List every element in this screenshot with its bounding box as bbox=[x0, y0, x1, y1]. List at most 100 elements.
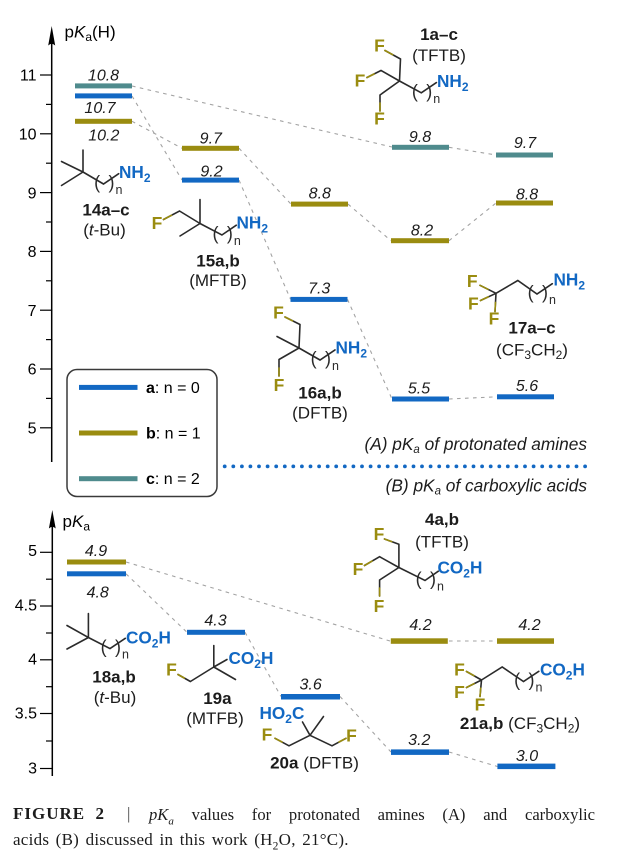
svg-text:4a,b: 4a,b bbox=[425, 510, 459, 529]
svg-text:15a,b: 15a,b bbox=[196, 252, 239, 271]
svg-text:9.8: 9.8 bbox=[409, 129, 431, 146]
svg-text:(MTFB): (MTFB) bbox=[186, 709, 244, 728]
svg-text:16a,b: 16a,b bbox=[298, 384, 341, 403]
svg-text:4.2: 4.2 bbox=[518, 617, 540, 634]
svg-text:9.7: 9.7 bbox=[514, 135, 537, 152]
svg-text:): ) bbox=[529, 670, 535, 690]
svg-text:NH2: NH2 bbox=[437, 71, 469, 94]
svg-text:CO2H: CO2H bbox=[229, 648, 274, 671]
svg-text:5: 5 bbox=[28, 421, 37, 438]
svg-text:n: n bbox=[332, 359, 339, 373]
svg-text:(: ( bbox=[528, 283, 534, 303]
svg-text:(CF3CH2): (CF3CH2) bbox=[496, 341, 568, 363]
svg-text:14a–c: 14a–c bbox=[82, 201, 129, 220]
svg-text:n: n bbox=[122, 648, 129, 662]
svg-text:(: ( bbox=[101, 637, 107, 657]
svg-text:3.2: 3.2 bbox=[408, 732, 430, 749]
svg-text:NH2: NH2 bbox=[237, 213, 269, 236]
svg-text:8.8: 8.8 bbox=[309, 185, 331, 202]
svg-text:8.8: 8.8 bbox=[516, 186, 538, 203]
svg-text:10.8: 10.8 bbox=[88, 68, 119, 85]
svg-text:4.9: 4.9 bbox=[85, 543, 107, 560]
svg-text:NH2: NH2 bbox=[336, 338, 368, 361]
svg-text:4: 4 bbox=[28, 651, 37, 668]
svg-text:F: F bbox=[454, 682, 465, 702]
svg-text:n: n bbox=[234, 234, 241, 248]
svg-text:(MFTB): (MFTB) bbox=[189, 271, 247, 290]
svg-text:): ) bbox=[430, 569, 436, 589]
svg-text:(: ( bbox=[412, 81, 418, 101]
svg-text:10.7: 10.7 bbox=[84, 100, 116, 117]
svg-text:(: ( bbox=[416, 569, 422, 589]
svg-text:n: n bbox=[549, 293, 556, 307]
svg-text:(t-Bu): (t-Bu) bbox=[94, 688, 137, 707]
svg-text:9.7: 9.7 bbox=[200, 130, 223, 147]
svg-text:F: F bbox=[273, 303, 284, 323]
svg-text:n: n bbox=[433, 92, 440, 106]
svg-text:20a (DFTB): 20a (DFTB) bbox=[270, 754, 359, 773]
svg-text:): ) bbox=[115, 637, 121, 657]
svg-text:pKa(H): pKa(H) bbox=[65, 23, 116, 45]
svg-text:(TFTB): (TFTB) bbox=[412, 46, 466, 65]
svg-text:5.5: 5.5 bbox=[408, 380, 430, 397]
svg-text:n: n bbox=[116, 183, 123, 197]
svg-text:n: n bbox=[437, 580, 444, 594]
svg-text:F: F bbox=[262, 725, 273, 745]
svg-text:7.3: 7.3 bbox=[308, 280, 330, 297]
svg-text:21a,b (CF3CH2): 21a,b (CF3CH2) bbox=[460, 714, 580, 736]
svg-text:F: F bbox=[374, 524, 385, 544]
svg-text:(TFTB): (TFTB) bbox=[415, 533, 469, 552]
svg-text:5.6: 5.6 bbox=[516, 378, 538, 395]
svg-text:F: F bbox=[467, 271, 478, 291]
svg-text:17a–c: 17a–c bbox=[508, 319, 555, 338]
svg-text:F: F bbox=[454, 660, 465, 680]
svg-text:(: ( bbox=[213, 224, 219, 244]
svg-text:F: F bbox=[274, 375, 285, 395]
svg-text:(: ( bbox=[514, 670, 520, 690]
svg-text:9: 9 bbox=[28, 185, 37, 202]
svg-text:10.2: 10.2 bbox=[88, 128, 119, 145]
svg-text:F: F bbox=[353, 559, 364, 579]
svg-text:CO2H: CO2H bbox=[540, 660, 585, 683]
svg-text:F: F bbox=[166, 660, 177, 680]
svg-text:b: n = 1: b: n = 1 bbox=[146, 425, 201, 442]
svg-text:CO2H: CO2H bbox=[438, 558, 483, 581]
svg-text:): ) bbox=[426, 81, 432, 101]
svg-text:): ) bbox=[542, 283, 548, 303]
svg-text:9.2: 9.2 bbox=[200, 164, 222, 181]
svg-text:F: F bbox=[374, 109, 385, 129]
svg-text:HO2C: HO2C bbox=[260, 703, 305, 726]
svg-text:7: 7 bbox=[28, 303, 37, 320]
svg-text:(B) pKa of carboxylic acids: (B) pKa of carboxylic acids bbox=[386, 476, 588, 498]
svg-text:6: 6 bbox=[28, 362, 37, 379]
svg-text:NH2: NH2 bbox=[119, 162, 151, 185]
svg-text:): ) bbox=[109, 173, 115, 193]
svg-text:F: F bbox=[355, 71, 366, 91]
svg-text:(: ( bbox=[311, 349, 317, 369]
svg-text:): ) bbox=[227, 224, 233, 244]
svg-text:4.8: 4.8 bbox=[87, 585, 109, 602]
svg-text:11: 11 bbox=[20, 68, 37, 85]
svg-text:(: ( bbox=[94, 173, 100, 193]
svg-text:8: 8 bbox=[28, 244, 37, 261]
svg-text:F: F bbox=[346, 726, 357, 746]
svg-text:(DFTB): (DFTB) bbox=[292, 404, 348, 423]
svg-text:10: 10 bbox=[19, 127, 37, 144]
svg-text:(t-Bu): (t-Bu) bbox=[83, 221, 126, 240]
svg-text:3.6: 3.6 bbox=[299, 676, 321, 693]
svg-text:n: n bbox=[536, 681, 543, 695]
svg-text:18a,b: 18a,b bbox=[92, 668, 135, 687]
svg-text:F: F bbox=[468, 294, 479, 314]
svg-text:4.3: 4.3 bbox=[204, 612, 226, 629]
svg-text:4.5: 4.5 bbox=[15, 598, 37, 615]
svg-text:pKa: pKa bbox=[63, 512, 91, 534]
svg-text:a: n = 0: a: n = 0 bbox=[146, 380, 200, 397]
svg-text:3.0: 3.0 bbox=[516, 748, 538, 765]
svg-text:): ) bbox=[325, 349, 331, 369]
svg-text:F: F bbox=[475, 695, 486, 715]
svg-text:CO2H: CO2H bbox=[126, 628, 171, 651]
svg-text:(A) pKa of protonated amines: (A) pKa of protonated amines bbox=[364, 434, 587, 456]
svg-text:5: 5 bbox=[28, 543, 37, 560]
svg-text:8.2: 8.2 bbox=[411, 222, 433, 239]
svg-text:F: F bbox=[152, 213, 163, 233]
